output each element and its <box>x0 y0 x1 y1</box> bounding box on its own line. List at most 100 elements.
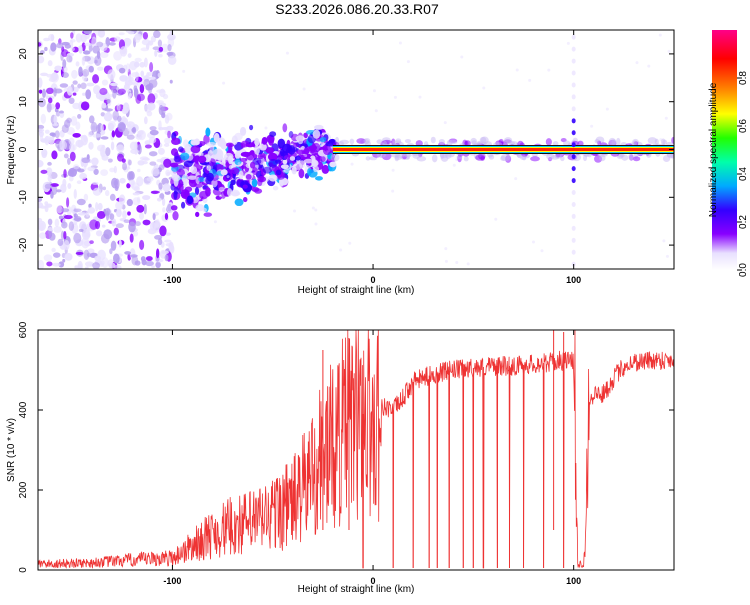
spectral-blob <box>118 32 125 36</box>
spectral-blob <box>53 114 58 126</box>
spectral-blob <box>64 43 72 49</box>
spectral-blob <box>108 262 116 269</box>
spectral-blob <box>116 144 125 153</box>
spectral-blob <box>61 124 69 133</box>
spectral-blob <box>84 42 93 47</box>
spectral-blob <box>78 228 84 232</box>
spectral-blob <box>475 154 486 161</box>
y-tick-label: 0 <box>18 146 29 152</box>
y-tick-label: -20 <box>18 237 29 252</box>
spectral-blob <box>125 63 131 73</box>
spectral-blob <box>77 140 82 148</box>
spectral-blob <box>143 78 151 88</box>
spectral-blob <box>169 79 173 84</box>
spectral-blob <box>608 137 616 146</box>
spectral-blob <box>254 188 263 194</box>
spectral-blob <box>272 185 279 191</box>
spectral-blob <box>552 141 559 147</box>
spectral-blob <box>158 46 164 52</box>
spectral-blob <box>104 189 110 197</box>
spectral-blob <box>456 155 463 160</box>
spectral-blob <box>157 238 163 246</box>
spectral-blob <box>605 107 609 111</box>
spectral-blob <box>55 102 61 110</box>
spectral-blob <box>91 157 99 166</box>
spectral-blob <box>298 168 305 179</box>
colorbar-tick-label: 0.2 <box>738 215 749 229</box>
spectral-blob <box>161 112 166 119</box>
spectral-blob <box>662 239 666 243</box>
x-tick-label: 100 <box>566 275 581 285</box>
spectral-blob <box>127 211 131 216</box>
spectral-blob <box>100 150 106 158</box>
spectral-blob <box>183 139 189 148</box>
spectral-blob <box>181 173 189 184</box>
spectral-blob <box>430 136 436 144</box>
spectral-blob <box>193 197 197 201</box>
spectral-blob <box>321 164 330 174</box>
x-tick-label: 0 <box>371 576 376 586</box>
spectral-blob <box>59 83 69 88</box>
spectral-blob <box>67 183 72 189</box>
spectral-blob <box>167 55 177 66</box>
spectral-blob <box>140 47 149 52</box>
spectral-blob <box>126 123 132 132</box>
spectral-blob <box>107 69 116 80</box>
spectral-blob <box>68 167 78 177</box>
spectral-blob <box>60 183 67 194</box>
spectral-blob <box>163 158 172 168</box>
spectral-blob <box>72 92 77 96</box>
colorbar-tick-label: 0.6 <box>738 119 749 133</box>
spectral-blob <box>530 156 540 162</box>
spectral-blob <box>406 60 410 64</box>
spectral-blob <box>136 204 145 213</box>
spectral-blob <box>254 138 260 147</box>
spectral-blob <box>143 116 148 125</box>
spectral-blob <box>150 190 160 194</box>
x-tick-label: 100 <box>566 576 581 586</box>
spectral-blob <box>313 165 320 173</box>
spectral-blob <box>531 240 535 244</box>
spectral-blob <box>205 127 211 137</box>
spectral-blob <box>265 147 274 154</box>
spectral-blob <box>571 142 576 148</box>
spectral-blob <box>133 186 140 192</box>
spectral-blob <box>107 122 115 132</box>
spectral-blob <box>180 152 190 161</box>
spectral-blob <box>545 138 552 146</box>
spectral-blob <box>264 126 268 130</box>
spectral-blob <box>571 201 576 207</box>
spectral-blob <box>38 77 43 88</box>
spectral-blob <box>41 152 47 159</box>
spectral-blob <box>149 161 157 166</box>
spectral-blob <box>101 224 106 228</box>
spectral-blob <box>166 171 171 176</box>
spectral-blob <box>391 189 395 193</box>
spectral-blob <box>166 125 174 132</box>
spectral-blob <box>282 169 286 173</box>
spectral-blob <box>146 110 153 117</box>
spectral-blob <box>338 141 344 147</box>
spectral-blob <box>54 218 60 227</box>
y-tick-label: 10 <box>18 96 29 108</box>
spectral-blob <box>42 88 46 98</box>
spectral-blob <box>38 97 46 108</box>
spectral-blob <box>121 49 127 55</box>
spectral-blob <box>70 32 74 39</box>
spectral-blob <box>136 93 145 102</box>
spectral-blob <box>571 106 576 112</box>
spectral-blob <box>62 59 67 69</box>
spectral-blob <box>197 155 207 164</box>
spectral-blob <box>58 215 64 220</box>
spectral-blob <box>44 183 53 189</box>
spectral-blob <box>83 249 90 261</box>
spectral-blob <box>240 151 251 157</box>
spectral-blob <box>72 86 79 93</box>
spectral-blob <box>134 33 143 40</box>
spectral-blob <box>132 230 139 237</box>
spectral-blob <box>40 72 49 77</box>
spectral-blob <box>547 68 551 72</box>
spectral-blob <box>81 56 86 66</box>
